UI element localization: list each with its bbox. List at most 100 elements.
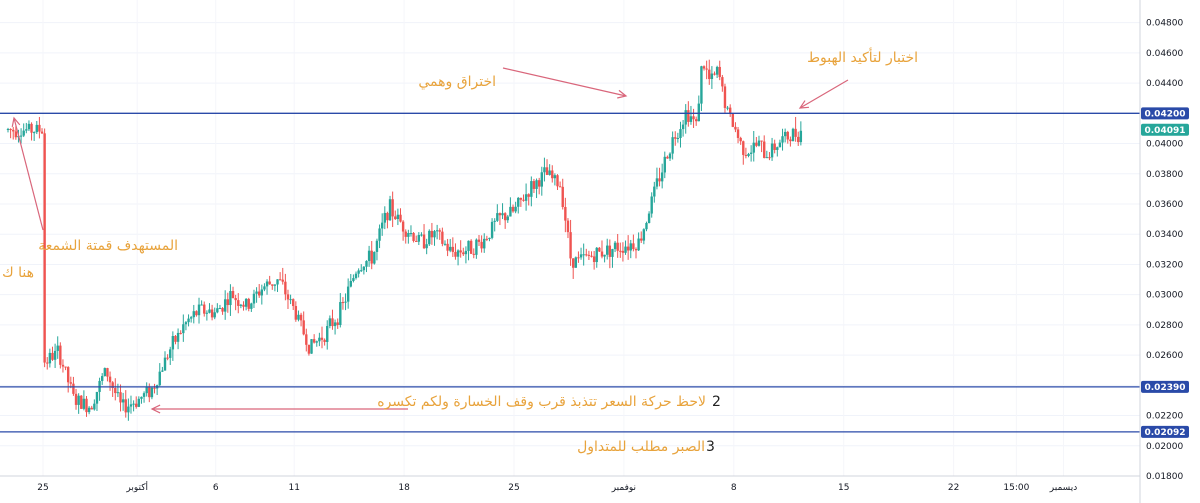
candle (600, 240, 604, 259)
candle (111, 381, 114, 397)
time-axis[interactable]: 25 أكتوبر 6 11 18 25 نوفمبر 8 15 22 15:00 ديسمبر (37, 481, 1077, 493)
candle (433, 229, 436, 246)
candle (271, 284, 274, 290)
candle-body (255, 291, 258, 294)
candle (386, 211, 389, 229)
candle-body (676, 137, 680, 139)
price-tick-label: 0.02600 (1146, 351, 1183, 361)
candle-body (713, 73, 716, 75)
candle-body (401, 221, 405, 232)
candle-body (477, 239, 481, 242)
candle (98, 377, 101, 401)
candle-body (346, 286, 350, 302)
candle-body (640, 238, 643, 241)
candle (239, 303, 243, 309)
candle (621, 242, 625, 262)
candle (417, 232, 421, 245)
candle-body (736, 129, 740, 138)
candle (315, 340, 318, 347)
candle-body (19, 135, 23, 137)
candle (252, 289, 256, 308)
candle (142, 391, 146, 403)
candle (721, 74, 724, 92)
level-badge (1141, 425, 1189, 438)
candle-body (32, 132, 36, 134)
candle-body (797, 136, 800, 143)
candle (585, 248, 588, 257)
candle (292, 298, 295, 311)
candle-body (192, 311, 195, 318)
candle-body (778, 142, 782, 148)
candle (59, 342, 62, 369)
candle (93, 399, 96, 411)
candle (736, 126, 740, 144)
candle (702, 65, 706, 71)
candle (710, 66, 714, 89)
candle (263, 283, 266, 292)
candle-body (739, 137, 742, 142)
candle (265, 279, 269, 295)
candle-body (218, 308, 222, 310)
candle-body (660, 172, 664, 182)
candle (723, 83, 727, 114)
candle (53, 343, 57, 368)
candle-body (545, 167, 549, 175)
candle (140, 396, 143, 404)
candle (370, 241, 373, 270)
candle (773, 139, 776, 154)
candle-body (705, 68, 708, 70)
candle (757, 135, 761, 147)
current-price-label: 0.04091 (1145, 126, 1186, 136)
candle-body (229, 291, 232, 306)
candle-body (430, 230, 434, 238)
arrow-head (798, 100, 810, 109)
candle (422, 224, 426, 250)
candle-body (305, 334, 308, 345)
candle-body (524, 194, 528, 201)
candle (794, 116, 797, 142)
candle (95, 391, 99, 411)
candle-body (289, 299, 292, 301)
candle-body (763, 141, 766, 158)
candle (407, 229, 410, 244)
candle (25, 122, 28, 134)
candle (632, 234, 635, 252)
price-tick-label: 0.03400 (1146, 230, 1183, 240)
candle (663, 151, 666, 179)
candle-body (496, 213, 499, 221)
candle (367, 245, 371, 267)
candle-body (380, 222, 384, 229)
candle-body (768, 157, 771, 159)
time-tick-label: 6 (213, 483, 219, 493)
price-tick-label: 0.03200 (1146, 260, 1183, 270)
annotation-arrows (11, 67, 849, 414)
time-tick-label: ديسمبر (1049, 483, 1077, 493)
candle-body (93, 403, 96, 410)
candle (326, 320, 329, 350)
price-axis[interactable]: 0.04800 0.04600 0.04400 0.04200 0.04000 0.038… (1146, 19, 1183, 482)
candle-body (383, 212, 386, 223)
candle-body (532, 181, 536, 189)
candle (286, 289, 290, 309)
candle (229, 284, 232, 316)
candle-body (336, 322, 339, 325)
candle-body (349, 280, 352, 287)
candle-body (415, 240, 418, 242)
note-3-text: الصبر مطلب للمتداول (577, 439, 705, 455)
candle (671, 131, 674, 160)
candle-body (650, 196, 653, 214)
candle-body (344, 301, 347, 303)
candle-body (587, 254, 591, 256)
candle-body (247, 298, 250, 309)
candle-body (692, 116, 695, 120)
candle (551, 165, 554, 183)
candle-body (412, 233, 415, 241)
candle (394, 210, 397, 221)
candle (467, 240, 470, 261)
candle-body (271, 284, 274, 286)
candle-body (231, 291, 235, 299)
level-badge (1141, 107, 1189, 120)
candle-body (169, 349, 172, 358)
candle (449, 238, 452, 253)
